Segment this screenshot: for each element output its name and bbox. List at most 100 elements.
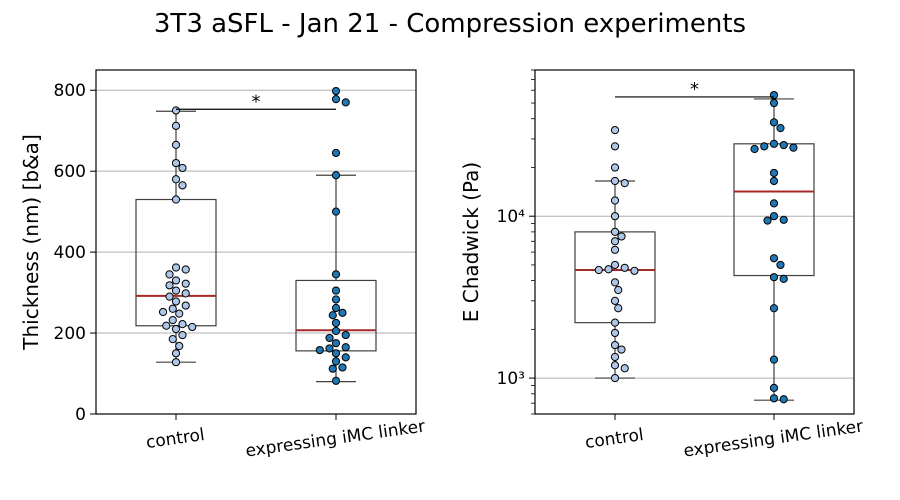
x-tick-label: control [584, 425, 645, 453]
data-point [325, 344, 334, 353]
data-point [158, 307, 168, 317]
data-point [165, 281, 174, 290]
data-point [168, 304, 177, 313]
data-point [769, 176, 779, 186]
data-point [178, 181, 187, 190]
data-point [341, 353, 350, 362]
data-point [178, 330, 187, 340]
data-point [610, 278, 620, 287]
data-point [610, 196, 620, 205]
data-point [171, 297, 181, 306]
thickness-chart: 0 200 400 600 800 Thickness (nm) [b&a] control… [19, 69, 426, 462]
data-point [614, 285, 623, 295]
data-point [610, 227, 620, 236]
data-point [171, 276, 181, 285]
y-tick-label: 400 [54, 243, 86, 263]
significance-label: * [690, 79, 699, 100]
data-point [776, 124, 785, 133]
data-point [769, 98, 779, 108]
data-point [181, 279, 190, 288]
data-point [610, 328, 620, 338]
data-point [769, 168, 779, 178]
y-tick-label: 0 [75, 405, 86, 425]
data-point [769, 212, 779, 221]
figure-title: 3T3 aSFL - Jan 21 - Compression experime… [154, 9, 746, 39]
data-point [171, 324, 181, 334]
data-point [610, 361, 620, 370]
data-point [181, 265, 190, 274]
y-tick-label: 800 [54, 81, 86, 101]
data-point [328, 311, 337, 320]
data-point [171, 349, 181, 358]
data-point [610, 163, 620, 172]
data-point [171, 286, 181, 295]
plot-frame [534, 69, 855, 415]
data-point [776, 260, 785, 270]
data-point [168, 316, 177, 325]
data-point [617, 345, 626, 354]
data-point [331, 95, 341, 104]
e-chadwick-chart: 10³ 10⁴ E Chadwick (Pa) control expressing i… [459, 69, 864, 462]
data-point [331, 148, 341, 158]
data-point [620, 364, 629, 373]
significance-label: * [252, 91, 261, 112]
data-point [171, 140, 181, 149]
y-tick-label: 600 [54, 162, 86, 182]
data-point [610, 212, 620, 221]
data-point [331, 303, 341, 313]
data-point [181, 301, 190, 310]
data-point [331, 86, 341, 96]
y-tick-label: 10⁴ [497, 207, 526, 227]
data-point [610, 126, 620, 135]
data-point [171, 358, 181, 367]
data-point [769, 118, 779, 127]
data-point [338, 308, 347, 317]
data-point [620, 179, 629, 188]
data-point [769, 355, 779, 364]
data-point [171, 158, 181, 168]
data-point [769, 254, 779, 263]
data-point [614, 304, 623, 313]
data-point [331, 339, 341, 348]
data-point [769, 139, 779, 148]
data-point [331, 207, 341, 216]
data-point [610, 340, 620, 350]
data-point [769, 273, 779, 282]
data-point [630, 266, 639, 275]
data-point [175, 309, 184, 318]
data-point [610, 296, 620, 305]
data-point [620, 263, 629, 272]
data-point [178, 163, 187, 173]
data-point [341, 343, 350, 352]
data-point [789, 143, 798, 152]
data-point [610, 245, 620, 254]
data-point [331, 270, 341, 279]
data-point [331, 376, 341, 385]
data-point [331, 286, 341, 295]
x-tick-label: expressing iMC linker [244, 417, 426, 462]
data-point [769, 90, 779, 100]
data-point [769, 199, 779, 208]
data-point [331, 349, 341, 358]
data-point [328, 364, 337, 373]
data-point [325, 333, 334, 343]
data-point [168, 335, 177, 344]
data-point [760, 142, 769, 151]
data-point [610, 373, 620, 383]
data-point [315, 345, 324, 355]
data-point [769, 394, 779, 403]
data-point [165, 292, 174, 301]
data-point [617, 232, 626, 241]
y-tick-label: 10³ [497, 369, 525, 389]
data-point [779, 215, 788, 224]
data-point [610, 176, 620, 186]
data-point [779, 395, 788, 404]
data-point [338, 363, 347, 372]
data-point [331, 357, 341, 366]
y-axis-label: E Chadwick (Pa) [459, 162, 483, 322]
data-point [750, 144, 759, 154]
data-point [610, 352, 620, 362]
data-point [769, 304, 779, 313]
data-point [763, 216, 772, 225]
